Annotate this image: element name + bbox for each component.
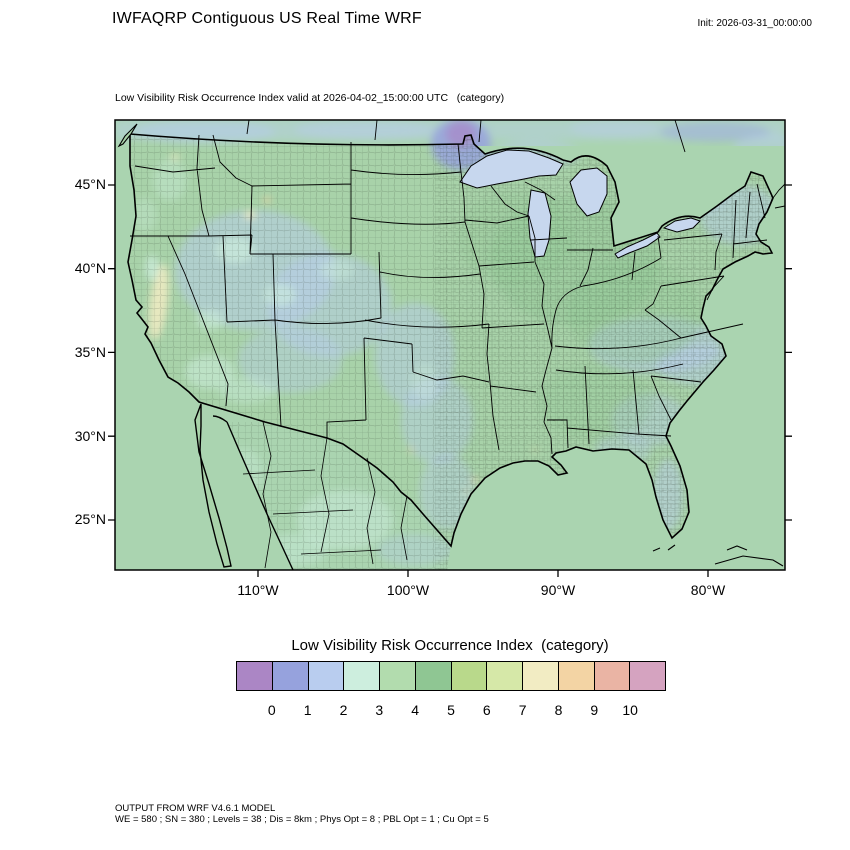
lon-label: 80°W: [690, 582, 726, 598]
colorbar-cell: [236, 661, 273, 691]
axis-ticks: [108, 184, 792, 577]
colorbar-tick-label: 10: [622, 702, 638, 718]
colorbar-tick-label: 8: [554, 702, 563, 718]
lon-label: 100°W: [386, 582, 430, 598]
colorbar-cell: [343, 661, 380, 691]
us-risk-map: [108, 119, 792, 577]
lon-label: 110°W: [237, 582, 279, 598]
canada-province-borders: [246, 119, 786, 209]
colorbar-cell: [379, 661, 416, 691]
lat-label: 45°N: [74, 176, 106, 192]
model-info-line2: WE = 580 ; SN = 380 ; Levels = 38 ; Dis …: [115, 814, 489, 825]
colorbar: [236, 661, 666, 691]
legend-title: Low Visibility Risk Occurrence Index (ca…: [291, 637, 609, 654]
lat-label: 35°N: [74, 344, 106, 360]
colorbar-cell: [486, 661, 523, 691]
colorbar-labels: 0 1 2 3 4 5 6 7 8 9 10: [236, 702, 666, 722]
mexico-borders: [194, 403, 408, 571]
colorbar-cell: [557, 661, 595, 691]
colorbar-tick-label: 0: [267, 702, 276, 718]
colorbar-tick-label: 2: [339, 702, 348, 718]
model-info: OUTPUT FROM WRF V4.6.1 MODEL WE = 580 ; …: [115, 803, 489, 825]
colorbar-cell: [629, 661, 666, 691]
colorbar-cell: [414, 661, 452, 691]
lat-label: 25°N: [74, 511, 106, 527]
colorbar-cell: [593, 661, 631, 691]
colorbar-tick-label: 3: [375, 702, 384, 718]
colorbar-tick-label: 4: [411, 702, 420, 718]
great-lakes: [459, 149, 701, 259]
init-time-label: Init: 2026-03-31_00:00:00: [697, 18, 812, 29]
colorbar-tick-label: 6: [482, 702, 491, 718]
map-subtitle: Low Visibility Risk Occurrence Index val…: [115, 92, 505, 104]
colorbar-tick-label: 5: [447, 702, 455, 718]
model-info-line1: OUTPUT FROM WRF V4.6.1 MODEL: [115, 803, 276, 814]
colorbar-cell: [522, 661, 559, 691]
colorbar-tick-label: 1: [303, 702, 312, 718]
colorbar-cell: [307, 661, 345, 691]
colorbar-cell: [450, 661, 488, 691]
map-canvas: [108, 119, 792, 577]
lat-label: 30°N: [74, 428, 106, 444]
page-title: IWFAQRP Contiguous US Real Time WRF: [112, 10, 422, 27]
plot-frame: [114, 119, 786, 571]
lon-label: 90°W: [540, 582, 576, 598]
islands: [117, 123, 784, 567]
colorbar-tick-label: 9: [590, 702, 599, 718]
colorbar-cell: [271, 661, 309, 691]
lat-label: 40°N: [74, 260, 106, 276]
state-borders: [130, 134, 768, 455]
colorbar-tick-label: 7: [518, 702, 527, 718]
